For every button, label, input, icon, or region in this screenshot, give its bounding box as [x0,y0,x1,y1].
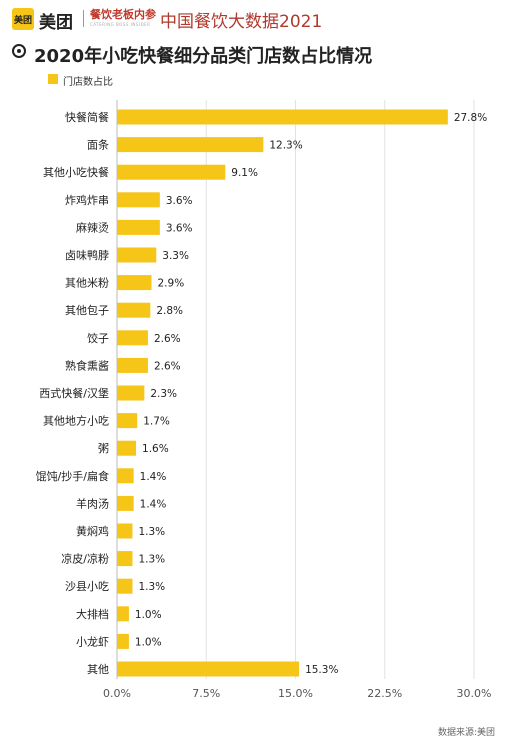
bar [117,330,148,346]
bar [117,633,129,649]
category-label: 其他米粉 [65,277,109,290]
category-label: 西式快餐/汉堡 [39,386,109,400]
bar [117,385,145,401]
category-label: 沙县小吃 [65,580,109,593]
value-label: 3.6% [166,195,193,207]
value-label: 1.4% [140,471,167,483]
value-label: 2.9% [158,278,185,290]
value-label: 1.4% [140,498,167,510]
bar [117,109,448,125]
bar [117,247,157,263]
category-label: 面条 [87,138,109,152]
category-label: 麻辣烫 [76,220,109,234]
value-label: 2.8% [156,305,183,317]
bar [117,523,133,539]
bar [117,275,152,291]
bar [117,164,226,180]
category-label: 其他包子 [65,304,109,317]
category-label: 其他 [87,663,109,676]
category-label: 小龙虾 [76,635,109,648]
value-label: 2.3% [150,388,177,400]
target-bullet-icon [12,44,26,58]
value-label: 1.0% [135,609,162,621]
bar [117,357,148,373]
bar [117,302,151,318]
category-label: 大排档 [76,607,109,621]
bar [117,578,133,594]
category-label: 黄焖鸡 [76,524,109,538]
category-label: 饺子 [87,331,109,345]
bar [117,219,160,235]
category-label: 熟食熏酱 [65,358,109,372]
x-tick-label: 30.0% [457,687,492,700]
x-tick-label: 7.5% [192,687,220,700]
value-label: 3.6% [166,222,193,234]
bar [117,137,264,153]
category-label: 凉皮/凉粉 [61,552,109,566]
data-source: 数据来源:美团 [437,728,495,738]
value-label: 1.6% [142,443,169,455]
sub-brand-english: CATERING BOSS INSIDER [90,22,151,27]
category-label: 炸鸡炸串 [65,193,109,207]
category-label: 快餐简餐 [65,110,109,124]
category-label: 粥 [98,442,109,455]
bar [117,495,134,511]
category-label: 其他小吃快餐 [43,165,109,179]
legend-label: 门店数占比 [63,77,113,88]
header-bar: 美团 美团 餐饮老板内参 CATERING BOSS INSIDER 中国餐饮大… [0,0,527,36]
bar [117,606,129,622]
category-label: 馄饨/抄手/扁食 [36,469,109,483]
x-tick-label: 22.5% [367,687,402,700]
bar [117,440,137,456]
value-label: 9.1% [231,167,258,179]
value-label: 15.3% [305,664,338,676]
x-tick-label: 15.0% [278,687,313,700]
header-divider [83,10,84,27]
value-label: 2.6% [154,360,181,372]
value-label: 3.3% [162,250,189,262]
legend-swatch [48,74,58,84]
sub-brand-name: 餐饮老板内参 [90,8,156,21]
value-label: 12.3% [269,140,302,152]
value-label: 1.3% [138,581,165,593]
bar [117,468,134,484]
value-label: 1.0% [135,636,162,648]
report-title: 中国餐饮大数据2021 [160,12,323,32]
meituan-logo: 美团 [12,8,34,30]
category-label: 卤味鸭脖 [65,249,109,262]
x-tick-label: 0.0% [103,687,131,700]
value-label: 1.3% [138,526,165,538]
bar [117,661,300,677]
value-label: 2.6% [154,333,181,345]
value-label: 27.8% [454,112,487,124]
bar [117,551,133,567]
chart-title: 2020年小吃快餐细分品类门店数占比情况 [34,46,373,67]
bar [117,413,138,429]
category-label: 其他地方小吃 [43,414,109,428]
brand-name: 美团 [39,13,73,33]
category-label: 羊肉汤 [76,496,109,510]
value-label: 1.3% [138,554,165,566]
value-label: 1.7% [143,416,170,428]
bar [117,192,160,208]
